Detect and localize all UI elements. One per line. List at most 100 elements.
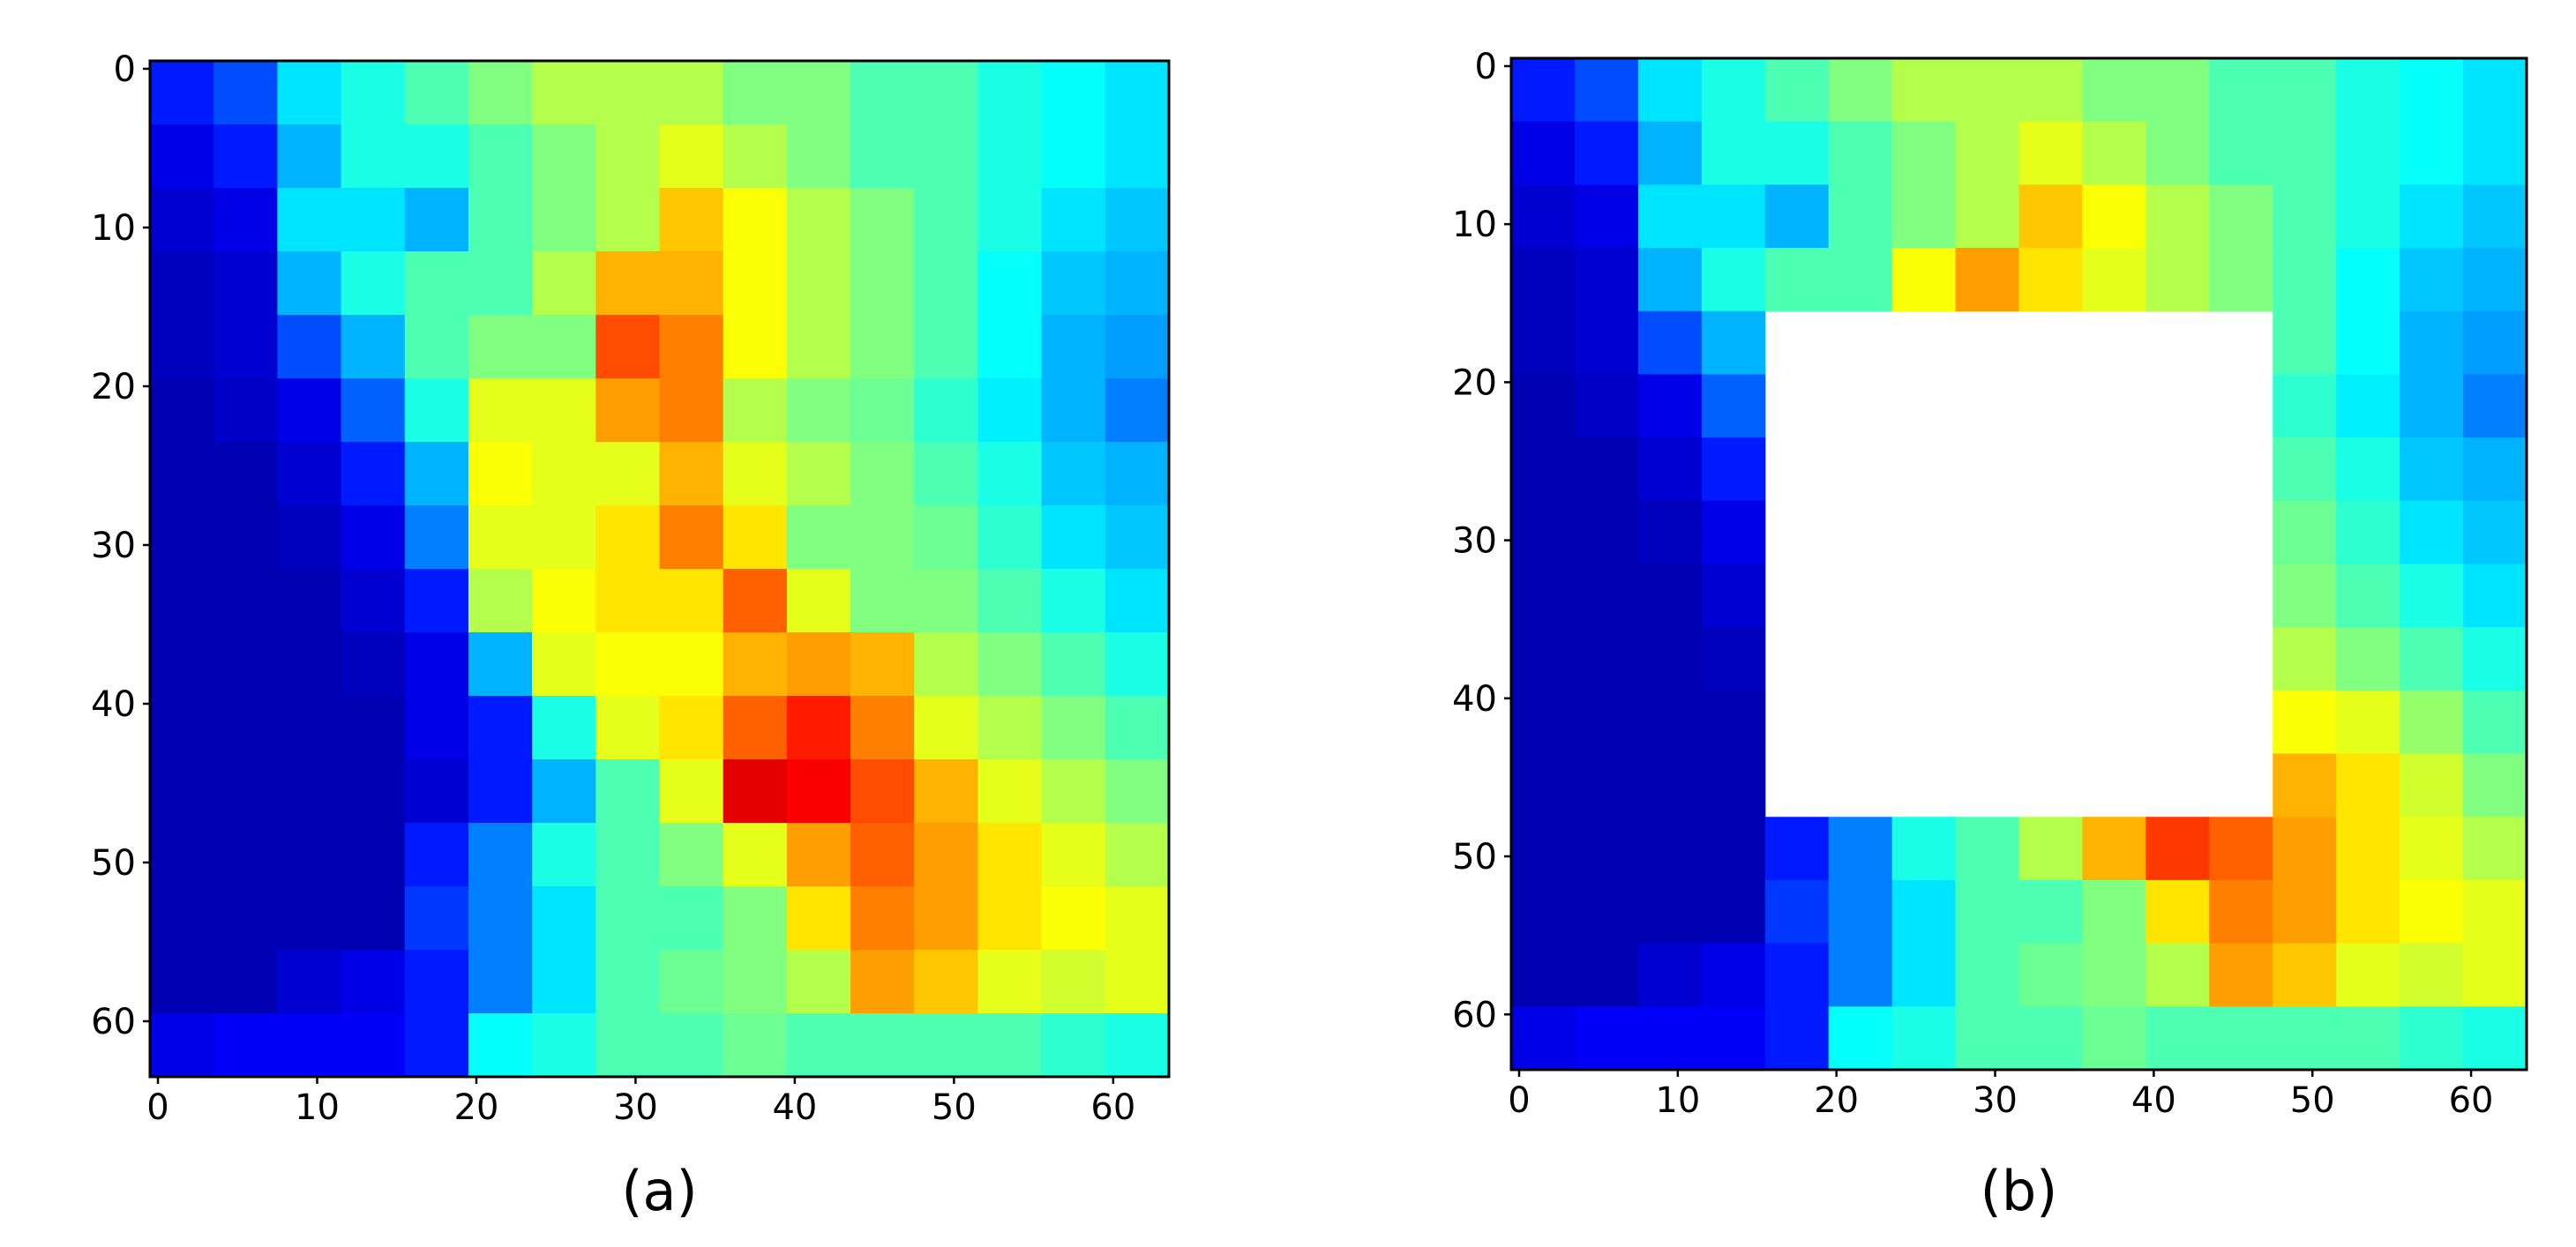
heatmap-cell bbox=[977, 61, 1043, 125]
heatmap-cell bbox=[850, 569, 915, 633]
heatmap-cell bbox=[595, 442, 661, 506]
heatmap-cell bbox=[404, 505, 469, 570]
heatmap-cell bbox=[595, 188, 661, 252]
heatmap-cell bbox=[1891, 121, 1957, 185]
heatmap-cell bbox=[1891, 1006, 1957, 1071]
heatmap-cell bbox=[723, 442, 788, 506]
heatmap-cell bbox=[723, 251, 788, 316]
heatmap-cell bbox=[277, 315, 342, 379]
heatmap-cell bbox=[150, 378, 214, 443]
heatmap-cell bbox=[1511, 817, 1576, 881]
heatmap-cell bbox=[914, 569, 979, 633]
heatmap-cell bbox=[1041, 188, 1106, 252]
heatmap-cell bbox=[1511, 58, 1576, 123]
heatmap-cell bbox=[1511, 184, 1576, 249]
heatmap-cell bbox=[723, 378, 788, 443]
heatmap-cell bbox=[1041, 632, 1106, 697]
heatmap-cell bbox=[1574, 943, 1639, 1007]
heatmap-cell bbox=[1637, 1006, 1703, 1071]
heatmap-cell bbox=[1041, 124, 1106, 189]
heatmap-cell bbox=[850, 696, 915, 760]
heatmap-cell bbox=[1891, 817, 1957, 881]
heatmap-cell bbox=[2336, 1006, 2400, 1071]
heatmap-cell bbox=[1764, 879, 1830, 945]
heatmap-cell bbox=[786, 188, 851, 252]
heatmap-cell bbox=[277, 442, 342, 506]
x-tick-label: 10 bbox=[1655, 1080, 1700, 1121]
heatmap-cell bbox=[2273, 121, 2337, 185]
axes-frame bbox=[1509, 56, 2528, 1072]
heatmap-cell bbox=[2018, 248, 2084, 312]
heatmap-cell bbox=[2400, 1006, 2464, 1071]
heatmap-cell bbox=[1701, 817, 1766, 881]
heatmap-cell bbox=[977, 378, 1043, 443]
heatmap-cell bbox=[2400, 627, 2464, 691]
heatmap-cell bbox=[150, 1013, 214, 1078]
heatmap-cell bbox=[468, 124, 533, 189]
heatmap-cell bbox=[404, 950, 469, 1014]
heatmap-cell bbox=[1637, 564, 1703, 628]
y-tick-label: 20 bbox=[91, 367, 136, 407]
heatmap-cell bbox=[1828, 248, 1893, 312]
heatmap-cell bbox=[1701, 753, 1766, 818]
heatmap-cell bbox=[659, 696, 724, 760]
heatmap-cell bbox=[850, 251, 915, 316]
heatmap-cell bbox=[468, 696, 533, 760]
y-tick-label: 50 bbox=[1452, 837, 1497, 877]
heatmap-cell bbox=[595, 61, 661, 125]
heatmap-cell bbox=[1041, 315, 1106, 379]
heatmap-cell bbox=[595, 378, 661, 443]
heatmap-cell bbox=[341, 315, 406, 379]
heatmap-cell bbox=[532, 696, 596, 760]
heatmap-cell bbox=[1828, 943, 1893, 1007]
heatmap-cell bbox=[404, 61, 469, 125]
heatmap-cell bbox=[1701, 690, 1766, 755]
heatmap-cell bbox=[532, 378, 596, 443]
heatmap-cell bbox=[1701, 248, 1766, 312]
heatmap-cell bbox=[2463, 817, 2527, 881]
heatmap-cell bbox=[914, 759, 979, 824]
heatmap-cell bbox=[786, 950, 851, 1014]
heatmap-cell bbox=[595, 759, 661, 824]
heatmap-cell bbox=[2463, 310, 2527, 376]
heatmap-cell bbox=[404, 378, 469, 443]
heatmap-cell bbox=[1764, 1006, 1830, 1071]
heatmap-cell bbox=[468, 632, 533, 697]
heatmap-cell bbox=[2209, 184, 2273, 249]
y-tick-label: 30 bbox=[1452, 521, 1497, 562]
heatmap-cell bbox=[595, 950, 661, 1014]
heatmap-cell bbox=[786, 759, 851, 824]
heatmap-cell bbox=[532, 950, 596, 1014]
heatmap-cell bbox=[2336, 310, 2400, 376]
heatmap-cell bbox=[977, 696, 1043, 760]
heatmap-cell bbox=[1041, 759, 1106, 824]
heatmap-cell bbox=[1828, 121, 1893, 185]
heatmap-cell bbox=[1891, 58, 1957, 123]
heatmap-cell bbox=[341, 124, 406, 189]
x-tick-label: 20 bbox=[454, 1087, 499, 1128]
heatmap-cell bbox=[1574, 121, 1639, 185]
heatmap-cell bbox=[786, 505, 851, 570]
heatmap-cell bbox=[2145, 184, 2210, 249]
heatmap-cell bbox=[2018, 184, 2084, 249]
heatmap-cell bbox=[213, 696, 278, 760]
heatmap-cell bbox=[341, 61, 406, 125]
heatmap-cell bbox=[1041, 886, 1106, 951]
heatmap-cell bbox=[213, 315, 278, 379]
heatmap-cell bbox=[1511, 753, 1576, 818]
heatmap-cell bbox=[468, 950, 533, 1014]
heatmap-cell bbox=[2018, 817, 2084, 881]
x-tick-label: 40 bbox=[772, 1087, 817, 1128]
heatmap-cell bbox=[850, 442, 915, 506]
heatmap-cell bbox=[404, 442, 469, 506]
heatmap-cell bbox=[404, 696, 469, 760]
heatmap-cell bbox=[532, 251, 596, 316]
heatmap-cell bbox=[723, 1013, 788, 1078]
heatmap-cell bbox=[2336, 879, 2400, 945]
heatmap-cell bbox=[1574, 248, 1639, 312]
heatmap-cell bbox=[468, 886, 533, 951]
heatmap-cell bbox=[595, 251, 661, 316]
heatmap-cell bbox=[1105, 442, 1170, 506]
heatmap-cell bbox=[1637, 121, 1703, 185]
heatmap-cell bbox=[1955, 943, 2020, 1007]
